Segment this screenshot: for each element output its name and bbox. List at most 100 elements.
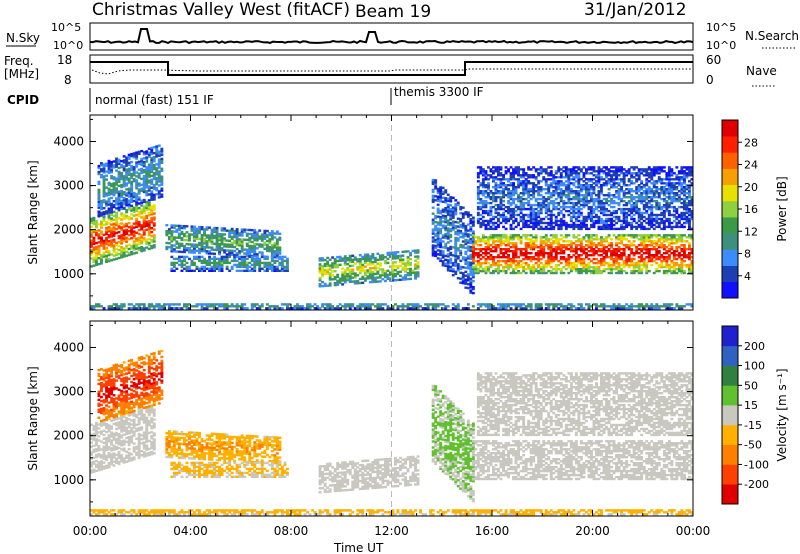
power-cell [92, 250, 96, 253]
power-cell [544, 180, 548, 183]
power-cell [532, 207, 536, 211]
power-cell [208, 261, 211, 265]
power-cell [115, 161, 118, 164]
power-cell [690, 269, 694, 273]
power-cell [132, 248, 136, 251]
power-cell [539, 248, 543, 251]
power-cell [574, 250, 578, 253]
power-cell [270, 252, 274, 255]
power-cell [585, 256, 588, 259]
power-cell [514, 225, 518, 229]
power-cell [431, 222, 435, 225]
power-cell [451, 216, 455, 219]
power-cell [245, 232, 249, 235]
power-cell [544, 207, 548, 211]
power-cell [253, 249, 257, 252]
power-cell [554, 180, 558, 183]
power-cell [260, 233, 264, 236]
power-cell [431, 212, 435, 215]
power-cell [399, 278, 402, 281]
power-cell [125, 236, 129, 240]
power-cell [587, 192, 591, 195]
power-cell [444, 207, 448, 210]
power-cell [577, 192, 581, 195]
power-cell [100, 244, 103, 247]
power-cell [635, 227, 639, 231]
power-cell [635, 211, 639, 215]
power-cell [539, 271, 543, 275]
power-cell [142, 229, 146, 232]
power-cell [459, 245, 463, 249]
power-cell [150, 146, 154, 150]
power-cell [286, 261, 289, 265]
power-cell [105, 230, 108, 234]
power-cell [590, 209, 593, 213]
power-cell [469, 239, 473, 243]
power-cell [522, 186, 526, 189]
power-cell [645, 256, 649, 259]
power-cell [446, 253, 450, 256]
power-cell [142, 186, 146, 190]
power-cell [645, 236, 649, 239]
power-cell [142, 180, 146, 184]
power-cell [198, 259, 201, 263]
power-cell [569, 207, 573, 211]
power-cell [564, 205, 568, 209]
power-cell [587, 267, 591, 271]
power-cell [524, 236, 528, 239]
power-cell [610, 223, 613, 227]
power-cell [635, 172, 639, 175]
power-cell [632, 269, 636, 273]
power-cell [371, 266, 375, 270]
power-cell [115, 221, 118, 225]
power-cell [652, 170, 656, 173]
power-cell [499, 221, 503, 225]
power-cell [559, 168, 563, 171]
power-cell [431, 196, 435, 199]
power-cell [577, 234, 581, 237]
power-cell [117, 256, 121, 260]
power-cell [587, 257, 591, 261]
power-cell [544, 242, 548, 245]
power-cell [208, 234, 211, 237]
power-cell [333, 270, 337, 273]
power-cell [444, 209, 448, 212]
power-cell [122, 213, 126, 216]
power-cell [404, 264, 407, 267]
power-cell [579, 184, 583, 187]
power-cell [622, 234, 626, 237]
power-cell [92, 218, 96, 222]
power-cell [512, 261, 515, 265]
power-cell [474, 236, 478, 239]
power-cell [650, 263, 654, 267]
power-cell [391, 279, 395, 282]
power-cell [547, 246, 551, 249]
power-cell [431, 178, 435, 182]
power-cell [152, 187, 156, 191]
power-cell [145, 152, 149, 155]
power-cell [100, 236, 103, 239]
power-cell [559, 252, 563, 255]
power-cell [273, 265, 277, 269]
power-cell [564, 184, 568, 187]
power-cell [617, 265, 621, 269]
power-cell [436, 249, 440, 252]
power-cell [464, 260, 468, 263]
power-cell [220, 243, 224, 246]
power-cell [140, 238, 144, 241]
power-cell [436, 209, 440, 212]
power-cell [434, 226, 438, 230]
power-cell [120, 212, 124, 215]
power-cell [183, 232, 186, 236]
power-cell [97, 214, 101, 217]
power-cell [444, 254, 448, 258]
power-cell [652, 168, 656, 171]
power-cell [647, 269, 651, 273]
power-cell [610, 225, 613, 229]
power-cell [474, 254, 478, 257]
power-cell [466, 249, 470, 252]
power-cell [389, 273, 392, 276]
power-cell [622, 219, 626, 223]
power-cell [431, 218, 435, 221]
power-cell [278, 261, 282, 265]
